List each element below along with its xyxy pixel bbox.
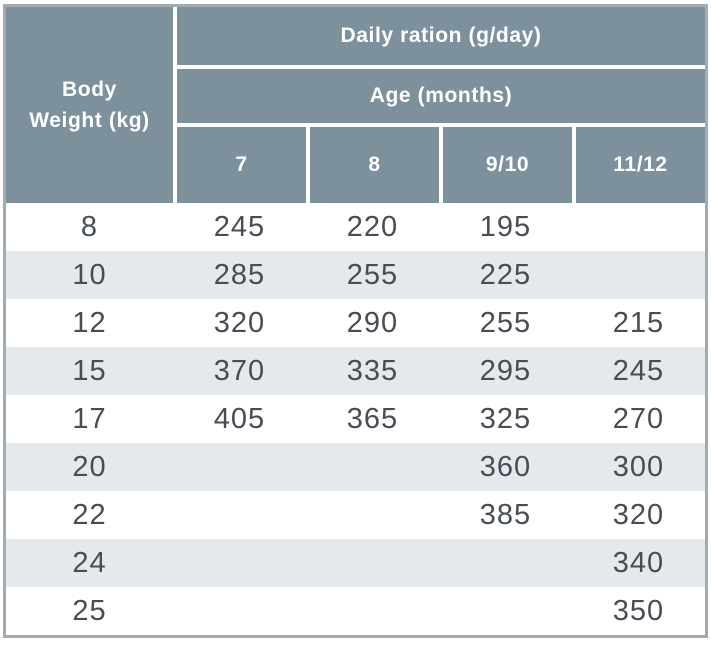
body-weight-cell: 20	[72, 450, 107, 483]
table-row: 25 350	[6, 587, 705, 635]
body-weight-header: Body Weight (kg)	[6, 7, 173, 203]
table-row: 17 405 365 325 270	[6, 395, 705, 443]
ration-value-cell: 335	[346, 354, 399, 387]
body-weight-cell: 15	[72, 354, 107, 387]
body-weight-cell: 24	[72, 546, 107, 579]
ration-value-cell: 360	[479, 450, 532, 483]
ration-value-cell: 220	[346, 210, 399, 243]
ration-value-cell: 385	[479, 498, 532, 531]
table-row: 22 385 320	[6, 491, 705, 539]
table-header: Body Weight (kg) Daily ration (g/day) Ag…	[6, 7, 705, 203]
table-row: 12 320 290 255 215	[6, 299, 705, 347]
ration-value-cell: 245	[612, 354, 665, 387]
column-header-9-10: 9/10	[443, 127, 572, 203]
ration-value-cell: 300	[612, 450, 665, 483]
feeding-ration-table: Body Weight (kg) Daily ration (g/day) Ag…	[3, 4, 708, 638]
table-row: 20 360 300	[6, 443, 705, 491]
ration-value-cell: 255	[479, 306, 532, 339]
ration-value-cell: 350	[612, 594, 665, 627]
ration-value-cell: 340	[612, 546, 665, 579]
column-header-11-12: 11/12	[576, 127, 705, 203]
age-months-header: Age (months)	[177, 69, 705, 123]
body-weight-cell: 17	[72, 402, 107, 435]
ration-value-cell: 285	[213, 258, 266, 291]
body-weight-cell: 10	[72, 258, 107, 291]
ration-value-cell: 365	[346, 402, 399, 435]
ration-value-cell: 225	[479, 258, 532, 291]
body-weight-cell: 8	[80, 210, 99, 243]
ration-value-cell: 195	[479, 210, 532, 243]
ration-value-cell: 270	[612, 402, 665, 435]
ration-value-cell: 245	[213, 210, 266, 243]
daily-ration-header: Daily ration (g/day)	[177, 7, 705, 65]
table-row: 8 245 220 195	[6, 203, 705, 251]
body-weight-cell: 22	[72, 498, 107, 531]
body-weight-cell: 25	[72, 594, 107, 627]
column-header-8: 8	[310, 127, 439, 203]
ration-value-cell: 370	[213, 354, 266, 387]
ration-value-cell: 320	[612, 498, 665, 531]
ration-value-cell: 255	[346, 258, 399, 291]
table-body: 8 245 220 195 10 285 255 225 12 320 290 …	[6, 203, 705, 635]
column-header-7: 7	[177, 127, 306, 203]
ration-value-cell: 290	[346, 306, 399, 339]
ration-value-cell: 320	[213, 306, 266, 339]
body-weight-cell: 12	[72, 306, 107, 339]
table-row: 15 370 335 295 245	[6, 347, 705, 395]
table-row: 10 285 255 225	[6, 251, 705, 299]
ration-value-cell: 215	[612, 306, 665, 339]
ration-value-cell: 405	[213, 402, 266, 435]
ration-value-cell: 325	[479, 402, 532, 435]
table-row: 24 340	[6, 539, 705, 587]
ration-value-cell: 295	[479, 354, 532, 387]
